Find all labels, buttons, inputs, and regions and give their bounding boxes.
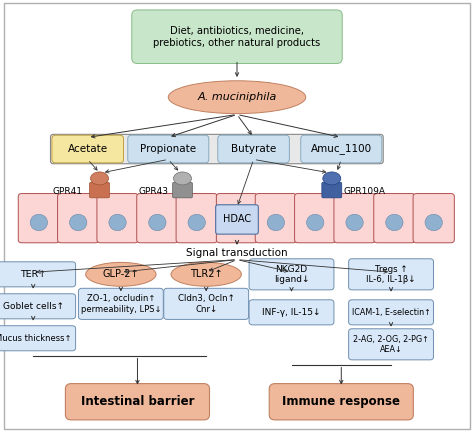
FancyBboxPatch shape [249,300,334,325]
Text: NKG2D
ligand↓: NKG2D ligand↓ [274,265,309,284]
FancyBboxPatch shape [0,294,76,319]
Text: 2-AG, 2-OG, 2-PG↑
AEA↓: 2-AG, 2-OG, 2-PG↑ AEA↓ [353,335,429,354]
Text: Acetate: Acetate [68,144,108,154]
FancyBboxPatch shape [128,135,209,163]
FancyBboxPatch shape [173,182,192,198]
FancyBboxPatch shape [18,194,60,243]
FancyBboxPatch shape [52,135,123,163]
FancyBboxPatch shape [348,329,433,360]
FancyBboxPatch shape [255,194,296,243]
Text: Immune response: Immune response [283,395,400,408]
Text: A. muciniphila: A. muciniphila [197,92,277,102]
FancyBboxPatch shape [348,300,433,325]
Text: GPR41: GPR41 [53,187,83,196]
FancyBboxPatch shape [78,288,163,319]
FancyBboxPatch shape [4,3,470,429]
Ellipse shape [109,214,126,231]
Ellipse shape [323,172,341,185]
Text: TER↑: TER↑ [20,270,46,279]
Text: ZO-1, occludin↑
permeability, LPS↓: ZO-1, occludin↑ permeability, LPS↓ [81,294,161,314]
FancyBboxPatch shape [58,194,99,243]
FancyBboxPatch shape [137,194,178,243]
Text: Goblet cells↑: Goblet cells↑ [3,302,64,311]
FancyBboxPatch shape [0,326,76,351]
Ellipse shape [173,172,191,185]
Text: Butyrate: Butyrate [231,144,276,154]
Text: ICAM-1, E-selectin↑: ICAM-1, E-selectin↑ [352,308,430,317]
Text: INF-γ, IL-15↓: INF-γ, IL-15↓ [262,308,321,317]
FancyBboxPatch shape [216,205,258,234]
Ellipse shape [425,214,442,231]
Text: Mucus thickness↑: Mucus thickness↑ [0,334,72,343]
Ellipse shape [346,214,363,231]
FancyBboxPatch shape [301,135,382,163]
Text: HDAC: HDAC [223,214,251,225]
FancyBboxPatch shape [65,384,210,420]
FancyBboxPatch shape [0,262,76,287]
FancyBboxPatch shape [132,10,342,64]
FancyBboxPatch shape [294,194,336,243]
FancyBboxPatch shape [97,194,138,243]
FancyBboxPatch shape [374,194,415,243]
Text: GPR43: GPR43 [138,187,168,196]
Ellipse shape [171,262,241,286]
FancyBboxPatch shape [176,194,217,243]
Text: GPR109A: GPR109A [344,187,386,196]
Text: Diet, antibiotics, medicine,
prebiotics, other natural products: Diet, antibiotics, medicine, prebiotics,… [154,26,320,48]
Ellipse shape [149,214,166,231]
Ellipse shape [228,214,246,231]
Text: Cldn3, Ocln↑
Cnr↓: Cldn3, Ocln↑ Cnr↓ [178,294,235,314]
FancyBboxPatch shape [50,134,383,164]
Text: Propionate: Propionate [140,144,196,154]
FancyBboxPatch shape [348,259,433,290]
FancyBboxPatch shape [413,194,454,243]
Ellipse shape [267,214,284,231]
Text: Intestinal barrier: Intestinal barrier [81,395,194,408]
FancyBboxPatch shape [216,194,257,243]
Text: Tregs ↑
IL-6, IL-1β↓: Tregs ↑ IL-6, IL-1β↓ [366,265,416,284]
Text: Amuc_1100: Amuc_1100 [311,143,372,155]
FancyBboxPatch shape [218,135,289,163]
FancyBboxPatch shape [322,182,342,198]
FancyBboxPatch shape [164,288,248,319]
FancyBboxPatch shape [334,194,375,243]
Ellipse shape [70,214,87,231]
Ellipse shape [30,214,47,231]
Text: Signal transduction: Signal transduction [186,248,288,258]
Ellipse shape [386,214,403,231]
FancyBboxPatch shape [269,384,413,420]
FancyBboxPatch shape [249,259,334,290]
Text: TLR2↑: TLR2↑ [190,269,222,280]
Ellipse shape [168,81,306,114]
Text: GLP-2↑: GLP-2↑ [102,269,139,280]
Ellipse shape [307,214,324,231]
FancyBboxPatch shape [90,182,109,198]
Ellipse shape [86,262,156,286]
Ellipse shape [188,214,205,231]
Ellipse shape [91,172,109,185]
